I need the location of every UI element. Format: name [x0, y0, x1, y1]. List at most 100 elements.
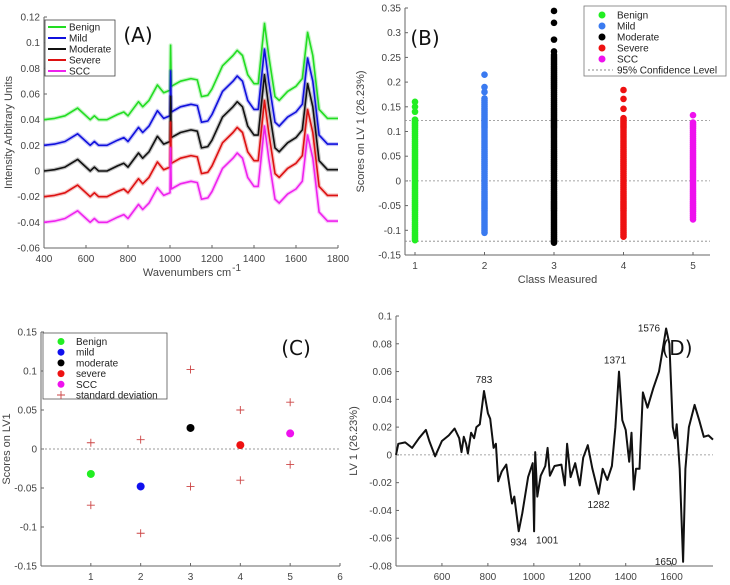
- panel-b: 1 2 3 4 5 -0.15 -0.1 -0.05 0 0.05 0.1 0.15 0.2 0.25 0.…: [355, 4, 727, 286]
- x-tick-label: 5: [287, 572, 293, 583]
- x-tick-label: 1200: [569, 572, 592, 583]
- y-axis-label: Scores on LV 1 (26.23%): [355, 70, 367, 192]
- legend-marker: [598, 55, 606, 63]
- y-axis-label: LV 1 (26.23%): [348, 406, 360, 476]
- panel-label: (B): [410, 26, 439, 50]
- x-tick-label: 1600: [285, 254, 308, 265]
- y-tick-label: 0.06: [373, 367, 393, 378]
- y-tick-label: 0.02: [373, 423, 393, 434]
- x-tick-label: 1: [412, 261, 418, 272]
- y-tick-label: -0.1: [384, 226, 402, 237]
- sd-marker-upper: [86, 438, 95, 447]
- mean-point-severe: [236, 441, 245, 450]
- legend-marker: [57, 338, 65, 345]
- data-point: [620, 114, 627, 122]
- data-point-outlier: [550, 7, 558, 15]
- legend-label: Benign: [617, 11, 648, 22]
- series-line-mild: [43, 48, 338, 147]
- data-point-outlier: [481, 88, 488, 96]
- x-tick-label: 4: [238, 572, 244, 583]
- legend-label: Mild: [617, 22, 635, 33]
- legend-label: 95% Confidence Level: [617, 66, 717, 77]
- y-tick-label: -0.04: [17, 218, 40, 229]
- y-tick-label: 0.12: [21, 13, 41, 24]
- series-line-moderate: [43, 73, 338, 172]
- x-tick-label: 1: [88, 572, 94, 583]
- legend-label: severe: [76, 369, 106, 380]
- y-tick-label: 0.05: [18, 406, 38, 417]
- series-scc: [689, 111, 697, 223]
- data-point-outlier: [550, 48, 558, 55]
- data-point-outlier: [411, 98, 419, 106]
- sd-marker-upper: [236, 406, 245, 414]
- peak-annotation: 1371: [604, 356, 627, 367]
- panel-a: 400 600 800 1000 1200 1400 1600 1800 -0.06 -0.04 -…: [3, 13, 350, 280]
- peak-annotation: 1282: [587, 500, 610, 511]
- x-tick-label: 1800: [327, 254, 350, 265]
- legend-label: Moderate: [69, 45, 112, 56]
- legend-marker: [598, 11, 606, 19]
- data-point: [411, 116, 419, 123]
- panel-label: (C): [281, 336, 311, 360]
- mean-point-benign: [86, 469, 95, 478]
- y-tick-label: -0.05: [378, 201, 401, 212]
- legend-box: [42, 332, 168, 400]
- y-tick-label: 0.08: [21, 64, 41, 75]
- y-tick-label: 0.1: [387, 127, 401, 138]
- y-tick-label: -0.02: [369, 478, 392, 489]
- data-point-outlier: [620, 105, 627, 113]
- data-point: [481, 95, 488, 102]
- peak-annotation: 934: [510, 537, 527, 548]
- sd-marker-lower: [86, 501, 95, 510]
- legend-marker: [598, 22, 606, 30]
- legend-label: Severe: [69, 56, 101, 67]
- data-point: [689, 119, 697, 126]
- y-tick-label: 0.06: [21, 90, 41, 101]
- y-tick-label: 0.1: [26, 38, 40, 49]
- legend-label: mild: [76, 348, 94, 359]
- panel-label: (D): [661, 336, 692, 360]
- x-tick-label: 3: [551, 261, 557, 272]
- data-point-outlier: [411, 108, 419, 116]
- legend-marker: [598, 44, 606, 52]
- series-line-severe: [43, 99, 338, 198]
- legend-label: Mild: [69, 34, 87, 45]
- sd-marker-lower: [286, 460, 295, 469]
- series-line-scc: [43, 125, 338, 224]
- y-tick-label: 0.15: [18, 328, 38, 339]
- y-tick-label: -0.05: [14, 484, 37, 495]
- series-moderate: [550, 7, 558, 246]
- x-tick-label: 1400: [243, 254, 266, 265]
- x-tick-label: 3: [188, 572, 194, 583]
- y-tick-label: -0.08: [369, 562, 392, 573]
- y-tick-label: 0.15: [382, 102, 402, 113]
- legend-marker: [57, 380, 65, 388]
- x-tick-label: 600: [78, 254, 95, 265]
- legend-marker: [57, 348, 65, 356]
- y-tick-label: 0.1: [378, 312, 392, 323]
- panel-label: (A): [123, 23, 152, 47]
- panel-c: 1 2 3 4 5 6 -0.15 -0.1 -0.05 0 0.05 0.1 0.15 Scores o…: [1, 328, 343, 584]
- x-tick-label: 800: [120, 254, 137, 265]
- y-tick-label: 0.05: [382, 152, 402, 163]
- peak-annotation: 1001: [536, 535, 559, 546]
- y-axis-label: Scores on LV1: [1, 413, 13, 484]
- peak-annotation: 1650: [655, 557, 678, 568]
- legend-label: standard deviation: [76, 391, 158, 402]
- x-tick-label: 800: [480, 572, 497, 583]
- mean-point-mild: [136, 482, 145, 491]
- x-tick-label: 400: [36, 254, 53, 265]
- legend-label: Benign: [76, 337, 107, 348]
- y-tick-label: -0.04: [369, 506, 392, 517]
- y-tick-label: 0: [31, 445, 37, 456]
- legend-label: SCC: [617, 55, 638, 66]
- mean-point-scc: [286, 429, 295, 438]
- mean-point-moderate: [186, 423, 195, 432]
- series-line-benign: [43, 22, 338, 121]
- y-axis-label: Intensity Arbitrary Units: [3, 75, 15, 189]
- y-tick-label: 0: [386, 450, 392, 461]
- y-tick-label: 0.1: [23, 367, 37, 378]
